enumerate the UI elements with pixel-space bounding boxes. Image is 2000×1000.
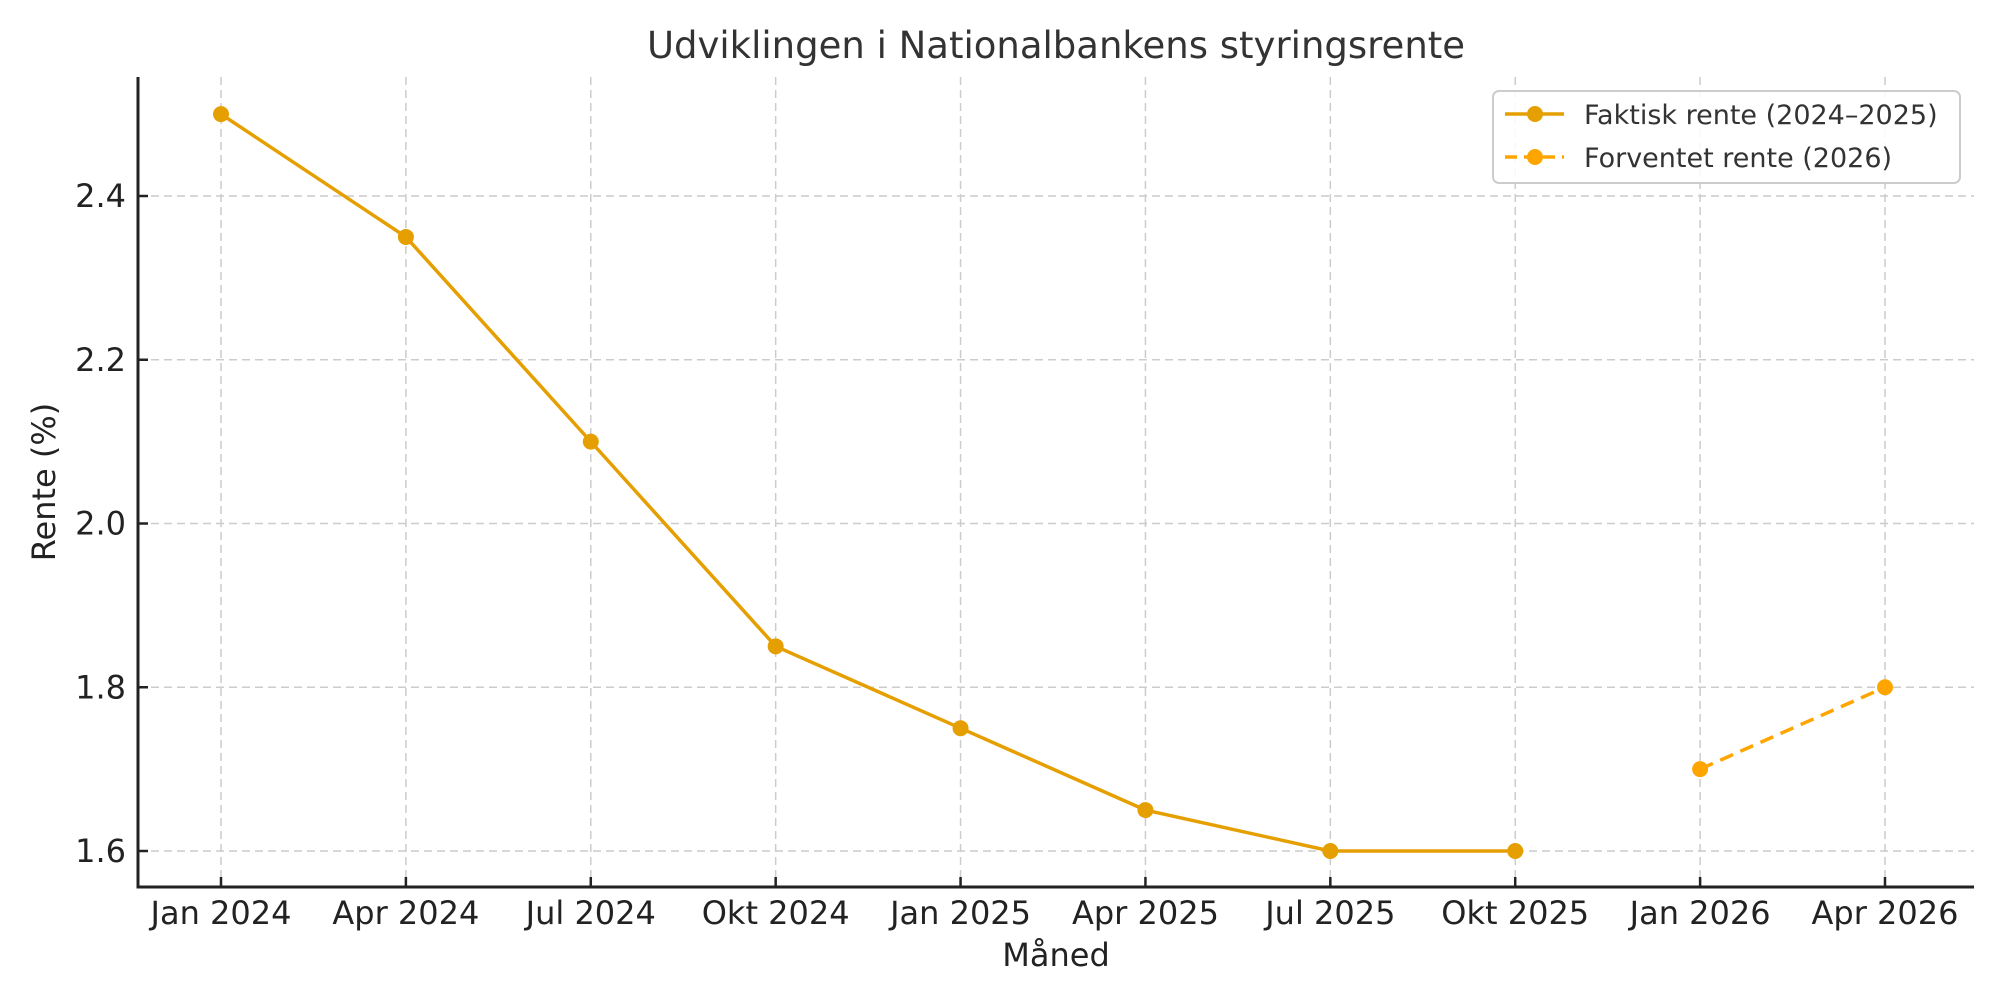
x-tick-label: Jan 2024: [149, 894, 292, 932]
data-point-marker: [1877, 679, 1893, 696]
data-point-marker: [767, 638, 784, 655]
data-point-marker: [1322, 843, 1339, 859]
data-series: [213, 106, 1893, 859]
data-point-marker: [1507, 843, 1524, 859]
data-point-marker: [397, 228, 414, 245]
data-point-marker: [582, 433, 599, 450]
legend-box: [1492, 90, 1961, 184]
y-tick-label: 2.4: [75, 177, 126, 215]
data-point-marker: [1692, 761, 1709, 778]
y-tick-label: 2.0: [75, 505, 126, 543]
legend: Faktisk rente (2024–2025) Forventet rent…: [1492, 90, 1961, 184]
y-tick-label: 1.6: [75, 832, 126, 870]
legend-marker-icon: [1527, 149, 1543, 165]
grid-lines: [138, 77, 1974, 887]
legend-label-actual: Faktisk rente (2024–2025): [1584, 100, 1938, 131]
y-tick-label: 1.8: [75, 668, 126, 706]
x-tick-label: Okt 2025: [1441, 894, 1589, 932]
x-tick-label: Jul 2024: [524, 894, 656, 932]
legend-label-forecast: Forventet rente (2026): [1584, 143, 1892, 174]
x-axis-ticks: Jan 2024 Apr 2024 Jul 2024 Okt 2024 Jan 2025…: [149, 877, 1959, 932]
legend-marker-icon: [1527, 106, 1543, 122]
actual-rate-line: [220, 112, 1516, 853]
x-axis-label: Måned: [1002, 936, 1110, 974]
axes: [136, 77, 1974, 889]
x-tick-label: Jan 2026: [1628, 894, 1771, 932]
x-tick-label: Jul 2025: [1263, 894, 1395, 932]
y-axis-ticks: 1.6 1.8 2.0 2.2 2.4: [75, 177, 148, 870]
x-tick-label: Apr 2025: [1072, 894, 1219, 932]
data-point-marker: [1137, 802, 1154, 819]
x-tick-label: Okt 2024: [702, 894, 850, 932]
chart-title: Udviklingen i Nationalbankens styringsre…: [647, 24, 1465, 67]
y-axis-label: Rente (%): [25, 403, 63, 562]
x-tick-label: Jan 2025: [888, 894, 1031, 932]
x-tick-label: Apr 2024: [332, 894, 479, 932]
x-tick-label: Apr 2026: [1812, 894, 1959, 932]
data-point-marker: [952, 720, 969, 737]
data-point-marker: [213, 106, 229, 123]
y-tick-label: 2.2: [75, 341, 126, 379]
forecast-rate-line: [1699, 685, 1886, 771]
